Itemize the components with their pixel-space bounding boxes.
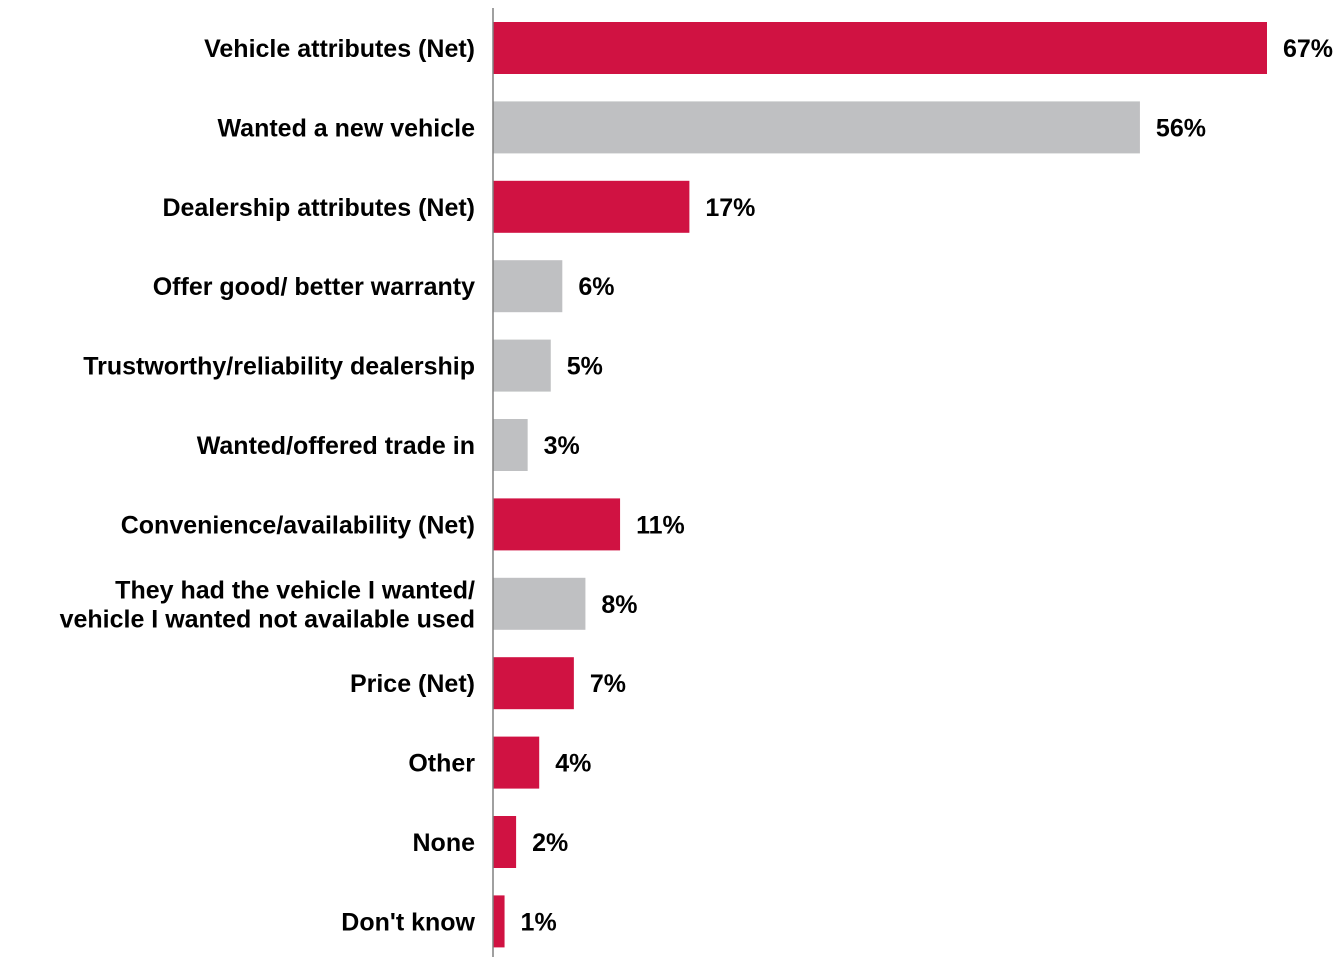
bar-offer-good-better-warranty bbox=[493, 260, 563, 313]
category-label-don-t-know: Don't know bbox=[341, 908, 475, 936]
value-label-they-had-the-vehicle-i-wanted-vehicle-i-wanted-not-available-used: 8% bbox=[601, 591, 637, 619]
bar-vehicle-attributes-net bbox=[493, 22, 1267, 74]
value-label-vehicle-attributes-net: 67% bbox=[1283, 35, 1333, 63]
bar-dealership-attributes-net bbox=[493, 180, 690, 233]
value-label-trustworthy-reliability-dealership: 5% bbox=[567, 353, 603, 381]
category-label-vehicle-attributes-net: Vehicle attributes (Net) bbox=[204, 35, 475, 63]
category-labels-group: Vehicle attributes (Net) Wanted a new veh… bbox=[60, 35, 476, 936]
category-label-wanted-offered-trade-in: Wanted/offered trade in bbox=[197, 432, 475, 460]
value-label-offer-good-better-warranty: 6% bbox=[578, 273, 614, 301]
category-label-dealership-attributes-net: Dealership attributes (Net) bbox=[162, 194, 475, 222]
bar-wanted-a-new-vehicle bbox=[493, 101, 1140, 154]
value-label-wanted-offered-trade-in: 3% bbox=[544, 432, 580, 460]
bar-price-net bbox=[493, 657, 574, 710]
bar-trustworthy-reliability-dealership bbox=[493, 339, 551, 392]
category-label-wanted-a-new-vehicle: Wanted a new vehicle bbox=[218, 114, 476, 142]
value-label-price-net: 7% bbox=[590, 670, 626, 698]
value-label-convenience-availability-net: 11% bbox=[636, 511, 685, 539]
value-label-other: 4% bbox=[555, 750, 591, 778]
category-label-none: None bbox=[413, 829, 476, 857]
value-labels-group: 67% 56% 17% 6% 5% 3% 11% 8% 7% 4% 2% 1% bbox=[521, 35, 1333, 936]
value-label-dealership-attributes-net: 17% bbox=[705, 194, 755, 222]
category-label-convenience-availability-net: Convenience/availability (Net) bbox=[121, 511, 475, 539]
bar-wanted-offered-trade-in bbox=[493, 419, 528, 471]
value-label-wanted-a-new-vehicle: 56% bbox=[1156, 114, 1206, 142]
bar-don-t-know bbox=[493, 895, 505, 948]
bar-other bbox=[493, 736, 540, 789]
category-label-trustworthy-reliability-dealership: Trustworthy/reliability dealership bbox=[83, 353, 475, 381]
bars-group bbox=[493, 22, 1267, 948]
bar-none bbox=[493, 816, 517, 868]
bar-they-had-the-vehicle-i-wanted-vehicle-i-wanted-not-available-used bbox=[493, 577, 586, 630]
category-label-they-had-the-vehicle-i-wanted-vehicle-i-wanted-not-available-used: They had the vehicle I wanted/vehicle I … bbox=[60, 576, 475, 633]
category-label-price-net: Price (Net) bbox=[350, 670, 475, 698]
value-label-none: 2% bbox=[532, 829, 568, 857]
category-label-other: Other bbox=[408, 750, 475, 778]
value-label-don-t-know: 1% bbox=[521, 908, 557, 936]
bar-convenience-availability-net bbox=[493, 498, 621, 551]
category-label-offer-good-better-warranty: Offer good/ better warranty bbox=[153, 273, 475, 301]
